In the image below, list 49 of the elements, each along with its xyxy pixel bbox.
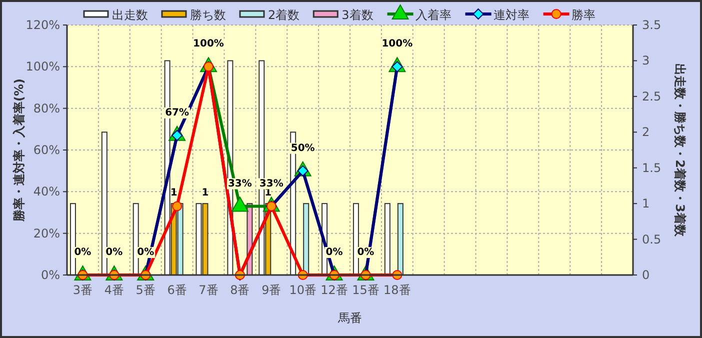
legend-label: 勝率 [571,8,596,22]
x-tick-label: 15番 [352,283,380,297]
y-tick-label: 80% [33,101,60,116]
data-label: 1 [202,188,209,199]
data-label: 0% [106,247,123,258]
y-tick-label: 20% [33,226,60,240]
y-tick-label: 60% [33,143,60,157]
x-tick-label: 6番 [167,283,187,297]
x-tick-label: 9番 [262,283,282,297]
x-tick-label: 4番 [104,283,124,297]
y2-tick-label: 3 [642,54,650,68]
x-axis-title: 馬番 [337,311,362,325]
y-axis-title: 勝率・連対率・入着率(%) [12,78,26,222]
legend-label: 勝ち数 [190,8,226,22]
x-tick-label: 3番 [72,283,93,297]
data-label: 50% [290,142,315,154]
data-label: 0% [137,247,154,258]
x-tick-label: 7番 [198,283,218,297]
y-tick-label: 0% [40,268,60,282]
x-tick-label: 5番 [136,283,156,297]
y-tick-label: 120% [26,18,60,32]
data-label: 0% [326,247,343,258]
x-tick-label: 8番 [230,283,250,297]
legend-label: 連対率 [493,8,530,22]
y2-tick-label: 1.5 [642,160,662,175]
x-tick-label: 10番 [289,283,316,297]
data-label: 33% [259,178,284,190]
y2-tick-label: 2 [642,125,650,140]
legend-label: 3着数 [342,8,374,22]
data-label: 100% [193,38,224,50]
y2-tick-label: 0.5 [642,232,662,246]
y2-tick-label: 1 [642,196,650,211]
y2-tick-label: 2.5 [642,89,662,104]
legend-label: 入着率 [415,8,452,22]
y-tick-label: 40% [33,184,60,199]
data-label: 33% [228,178,252,190]
data-label: 1 [170,188,178,199]
y-tick-label: 100% [26,60,60,74]
x-tick-label: 18番 [384,283,411,297]
data-label: 67% [165,107,190,118]
y2-tick-label: 0 [642,268,650,282]
legend-label: 2着数 [268,8,300,22]
data-label: 0% [74,247,92,258]
data-label: 100% [382,38,413,50]
y2-tick-label: 3.5 [642,18,662,32]
legend-label: 出走数 [112,8,148,22]
x-tick-label: 12番 [320,283,348,297]
data-label: 0% [357,247,374,258]
y2-axis-title: 出走数・勝ち数・2着数・3着数 [673,64,687,238]
